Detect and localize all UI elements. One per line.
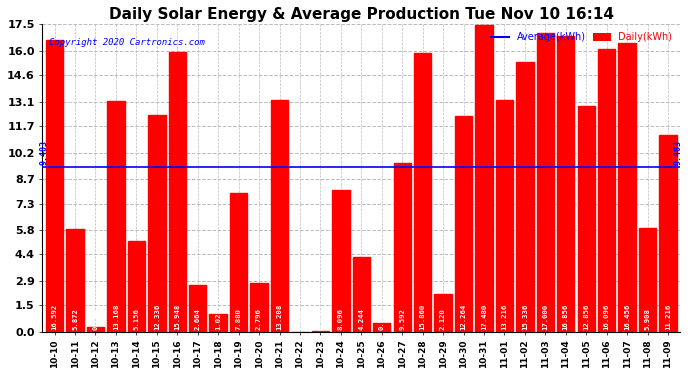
Bar (168, 52, 186, 332)
Text: 13.168: 13.168 (113, 304, 119, 330)
Bar (495, 100, 513, 332)
Text: Copyright 2020 Cartronics.com: Copyright 2020 Cartronics.com (49, 38, 205, 47)
Text: 9.403: 9.403 (40, 140, 49, 165)
Text: 12.264: 12.264 (460, 304, 466, 330)
Text: 16.096: 16.096 (604, 304, 610, 330)
Bar (475, 25, 493, 332)
Bar (148, 115, 166, 332)
Text: 8.096: 8.096 (338, 308, 344, 330)
Text: 0.056: 0.056 (317, 308, 324, 330)
Text: 0.500: 0.500 (379, 308, 385, 330)
Bar (455, 116, 472, 332)
Text: 12.336: 12.336 (154, 304, 160, 330)
Bar (639, 228, 656, 332)
Bar (66, 229, 83, 332)
Text: 5.156: 5.156 (133, 308, 139, 330)
Bar (189, 285, 206, 332)
Bar (312, 331, 329, 332)
Text: 2.796: 2.796 (256, 308, 262, 330)
Bar (230, 194, 247, 332)
Bar (87, 327, 104, 332)
Legend: Average(kWh), Daily(kWh): Average(kWh), Daily(kWh) (489, 29, 676, 45)
Text: 15.948: 15.948 (175, 304, 180, 330)
Text: 13.208: 13.208 (277, 304, 282, 330)
Title: Daily Solar Energy & Average Production Tue Nov 10 16:14: Daily Solar Energy & Average Production … (109, 7, 614, 22)
Text: 15.860: 15.860 (420, 304, 426, 330)
Text: 11.216: 11.216 (665, 304, 671, 330)
Text: 13.216: 13.216 (502, 304, 507, 330)
Text: 2.664: 2.664 (195, 308, 201, 330)
Text: 16.856: 16.856 (563, 304, 569, 330)
Text: 17.000: 17.000 (542, 304, 549, 330)
Bar (210, 314, 227, 332)
Bar (373, 323, 391, 332)
Bar (516, 63, 533, 332)
Text: 16.456: 16.456 (624, 304, 630, 330)
Bar (578, 106, 595, 332)
Text: 0.244: 0.244 (92, 308, 99, 330)
Bar (414, 53, 431, 332)
Bar (435, 294, 452, 332)
Text: 15.336: 15.336 (522, 304, 528, 330)
Text: 4.244: 4.244 (358, 308, 364, 330)
Text: 12.856: 12.856 (583, 304, 589, 330)
Text: 17.480: 17.480 (481, 304, 487, 330)
Text: 7.880: 7.880 (235, 308, 242, 330)
Bar (107, 100, 125, 332)
Bar (353, 257, 370, 332)
Text: 9.592: 9.592 (400, 308, 405, 330)
Text: 1.028: 1.028 (215, 308, 221, 330)
Text: 16.592: 16.592 (52, 304, 57, 330)
Bar (250, 283, 268, 332)
Text: 2.120: 2.120 (440, 308, 446, 330)
Text: 0.000: 0.000 (297, 308, 303, 330)
Bar (393, 163, 411, 332)
Bar (537, 33, 554, 332)
Bar (270, 100, 288, 332)
Bar (332, 190, 350, 332)
Bar (618, 43, 635, 332)
Bar (557, 36, 575, 332)
Bar (598, 49, 615, 332)
Bar (128, 241, 145, 332)
Bar (46, 40, 63, 332)
Text: 5.872: 5.872 (72, 308, 78, 330)
Text: 9.403: 9.403 (673, 140, 682, 165)
Text: 5.908: 5.908 (644, 308, 651, 330)
Bar (660, 135, 677, 332)
